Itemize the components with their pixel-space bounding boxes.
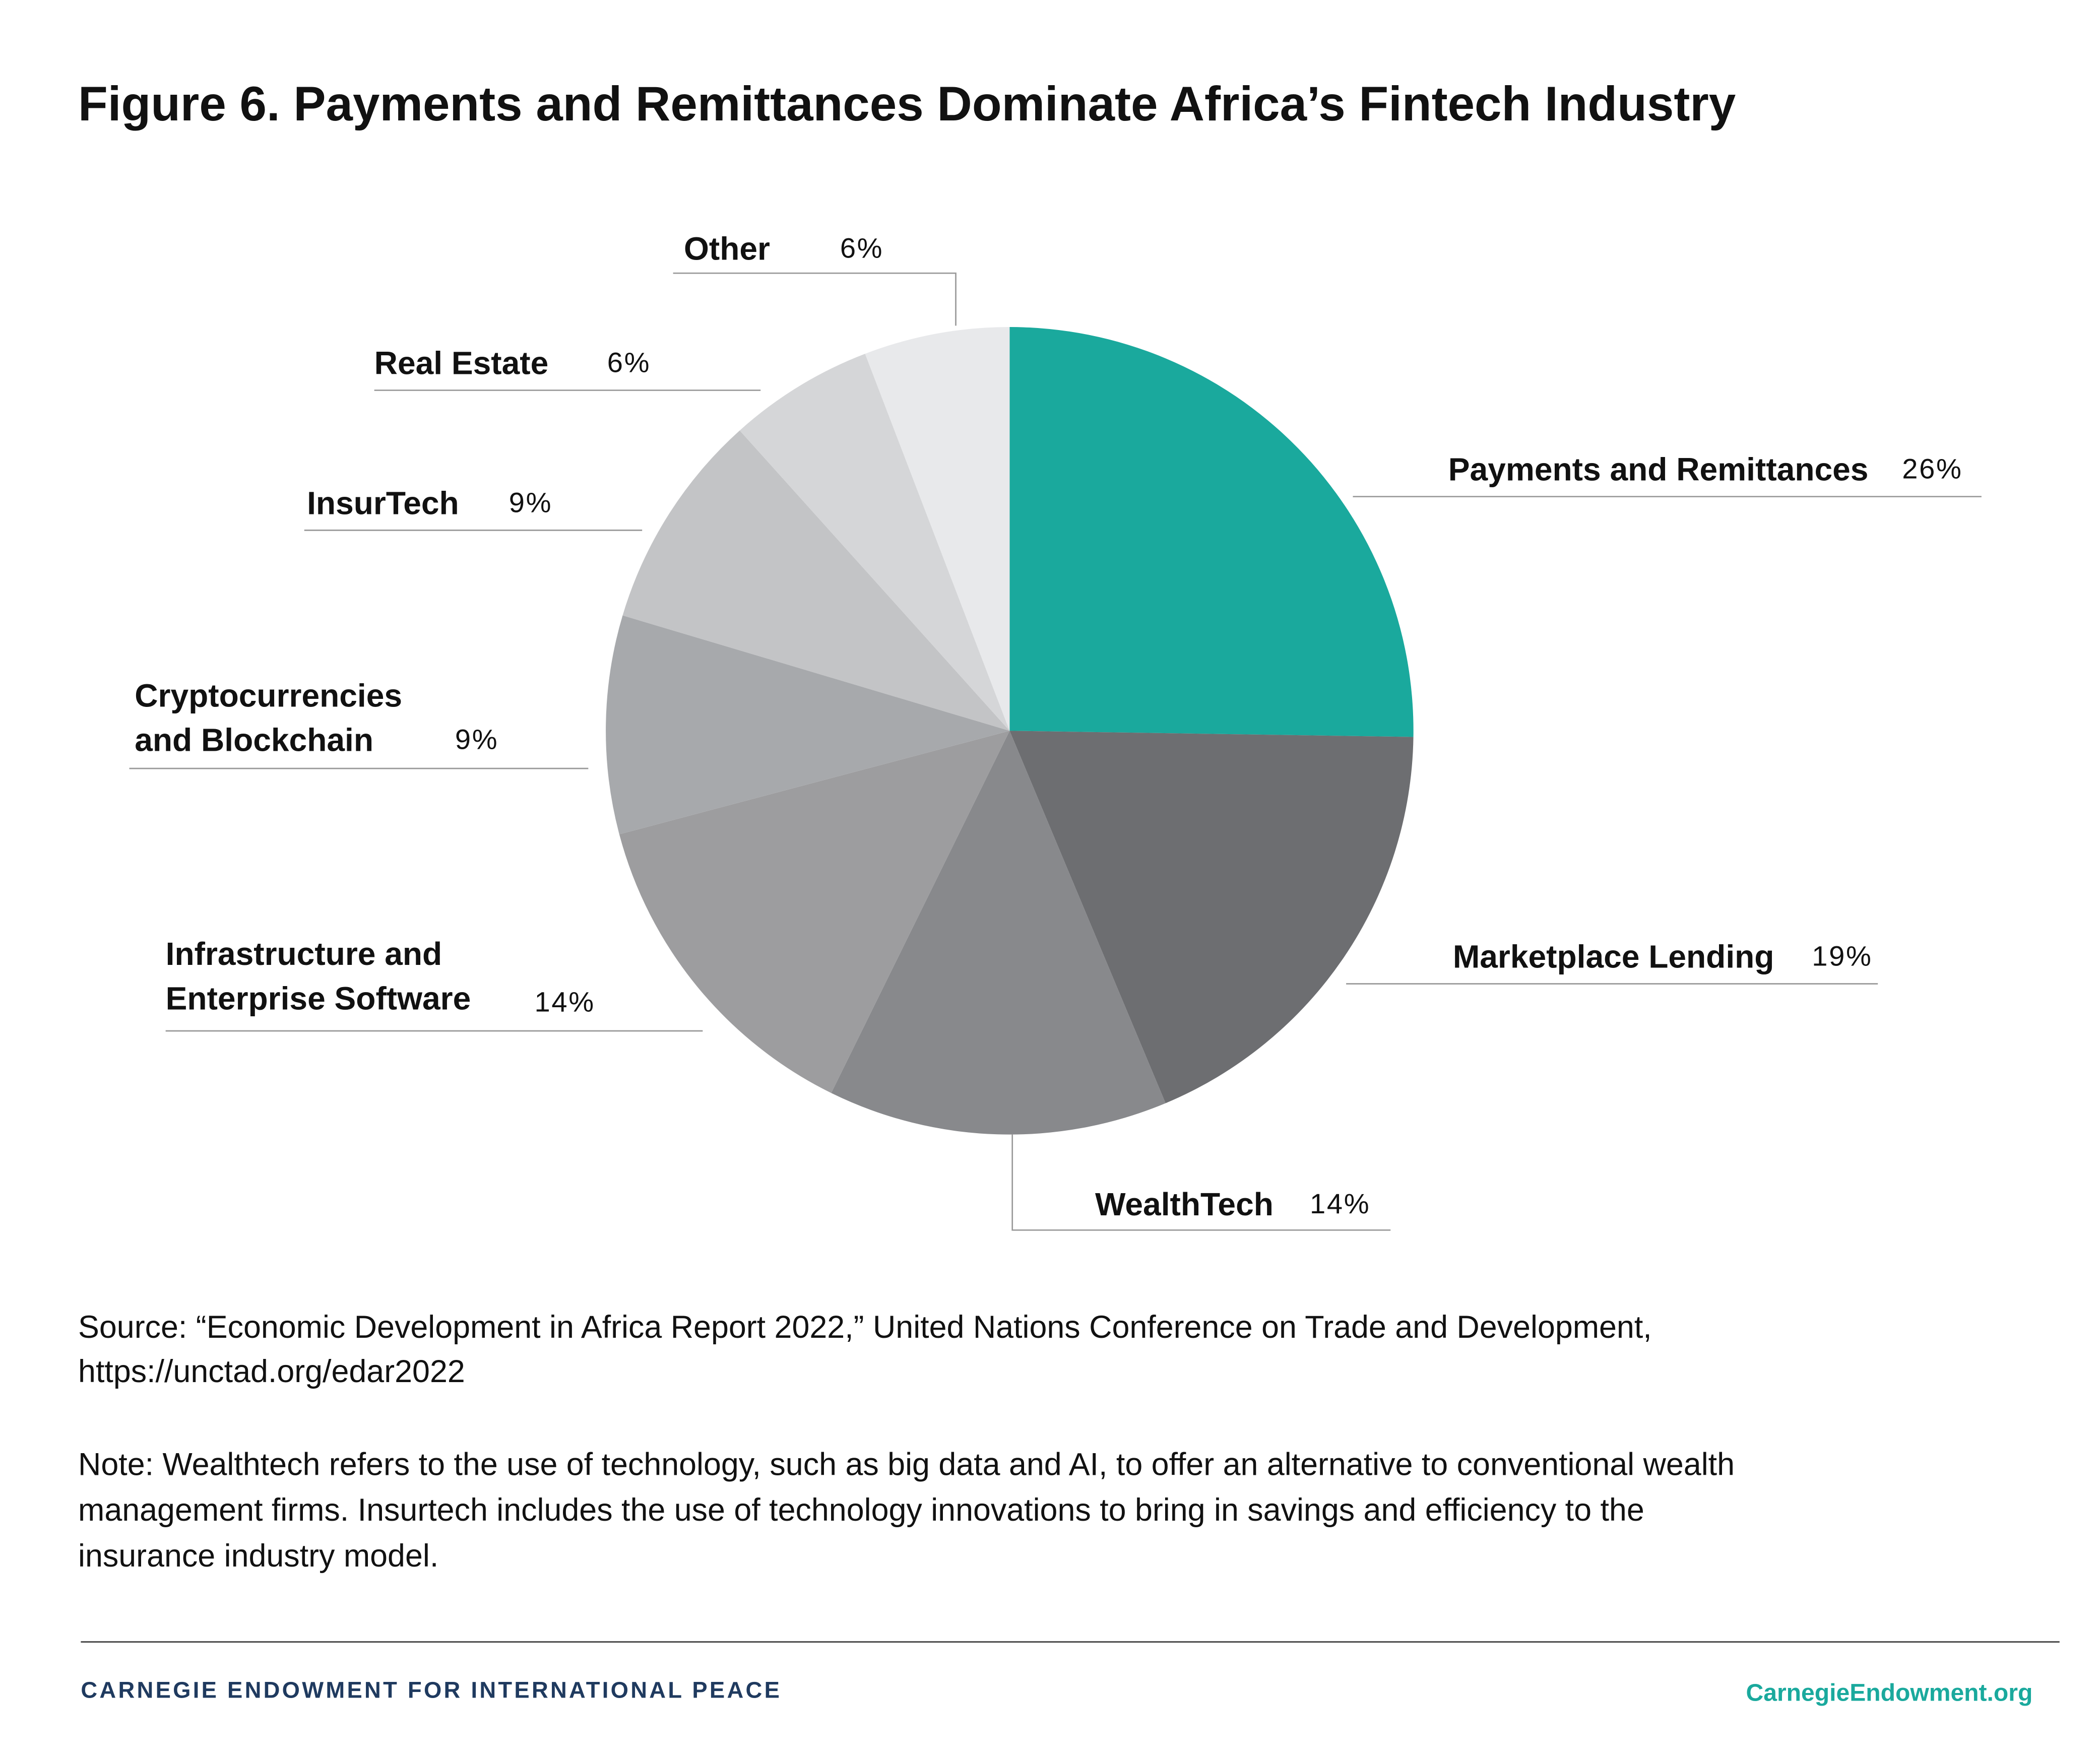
footnote: Note: Wealthtech refers to the use of te… (78, 1447, 1735, 1574)
category-label-box: Cryptocurrencies and Blockchain (135, 678, 403, 759)
value-label: 14% (535, 986, 595, 1017)
category-label-box: Infrastructure and Enterprise Software (165, 937, 471, 1018)
category-label-box: Marketplace Lending (1452, 939, 1774, 976)
value-label: 26% (1902, 453, 1962, 485)
source-note: Source: “Economic Development in Africa … (78, 1309, 1652, 1389)
category-label-box: Payments and Remittances (1448, 452, 1869, 489)
category-label: Cryptocurrencies and Blockchain (135, 678, 403, 759)
category-label: Infrastructure and Enterprise Software (165, 937, 471, 1018)
value-label: 19% (1812, 940, 1872, 972)
source-note-box: Source: “Economic Development in Africa … (78, 1309, 1652, 1389)
category-label-box: WealthTech (1095, 1187, 1274, 1223)
pie-slice (619, 731, 1010, 1093)
footer-url: CarnegieEndowment.org (1746, 1679, 2033, 1706)
value-label: 6% (607, 347, 651, 378)
value-label: 9% (509, 486, 552, 518)
footer-org: CARNEGIE ENDOWMENT FOR INTERNATIONAL PEA… (81, 1677, 782, 1703)
category-label-box: Real Estate (374, 346, 549, 382)
value-label: 9% (455, 724, 498, 755)
pie-slice (606, 615, 1010, 834)
category-label-box: InsurTech (307, 486, 459, 523)
leader-line (1011, 1134, 1391, 1231)
category-label: WealthTech (1095, 1187, 1274, 1223)
category-label: Real Estate (374, 346, 549, 382)
category-label: Payments and Remittances (1448, 452, 1869, 489)
footnote-box: Note: Wealthtech refers to the use of te… (78, 1447, 1735, 1574)
category-label: Marketplace Lending (1452, 939, 1774, 976)
pie-slice (1009, 327, 1414, 737)
pie-slice (622, 430, 1010, 731)
value-label: 6% (840, 232, 883, 264)
category-label: InsurTech (307, 486, 459, 523)
category-label: Other (683, 231, 770, 268)
category-label-box: Other (683, 231, 770, 268)
leader-line (673, 272, 957, 326)
pie-slice (739, 354, 1010, 731)
chart-title: Figure 6. Payments and Remittances Domin… (78, 77, 1736, 131)
pie-slice (865, 327, 1010, 731)
pie-slice (831, 731, 1166, 1135)
value-label: 14% (1310, 1188, 1370, 1219)
pie-slice (1009, 731, 1414, 1103)
